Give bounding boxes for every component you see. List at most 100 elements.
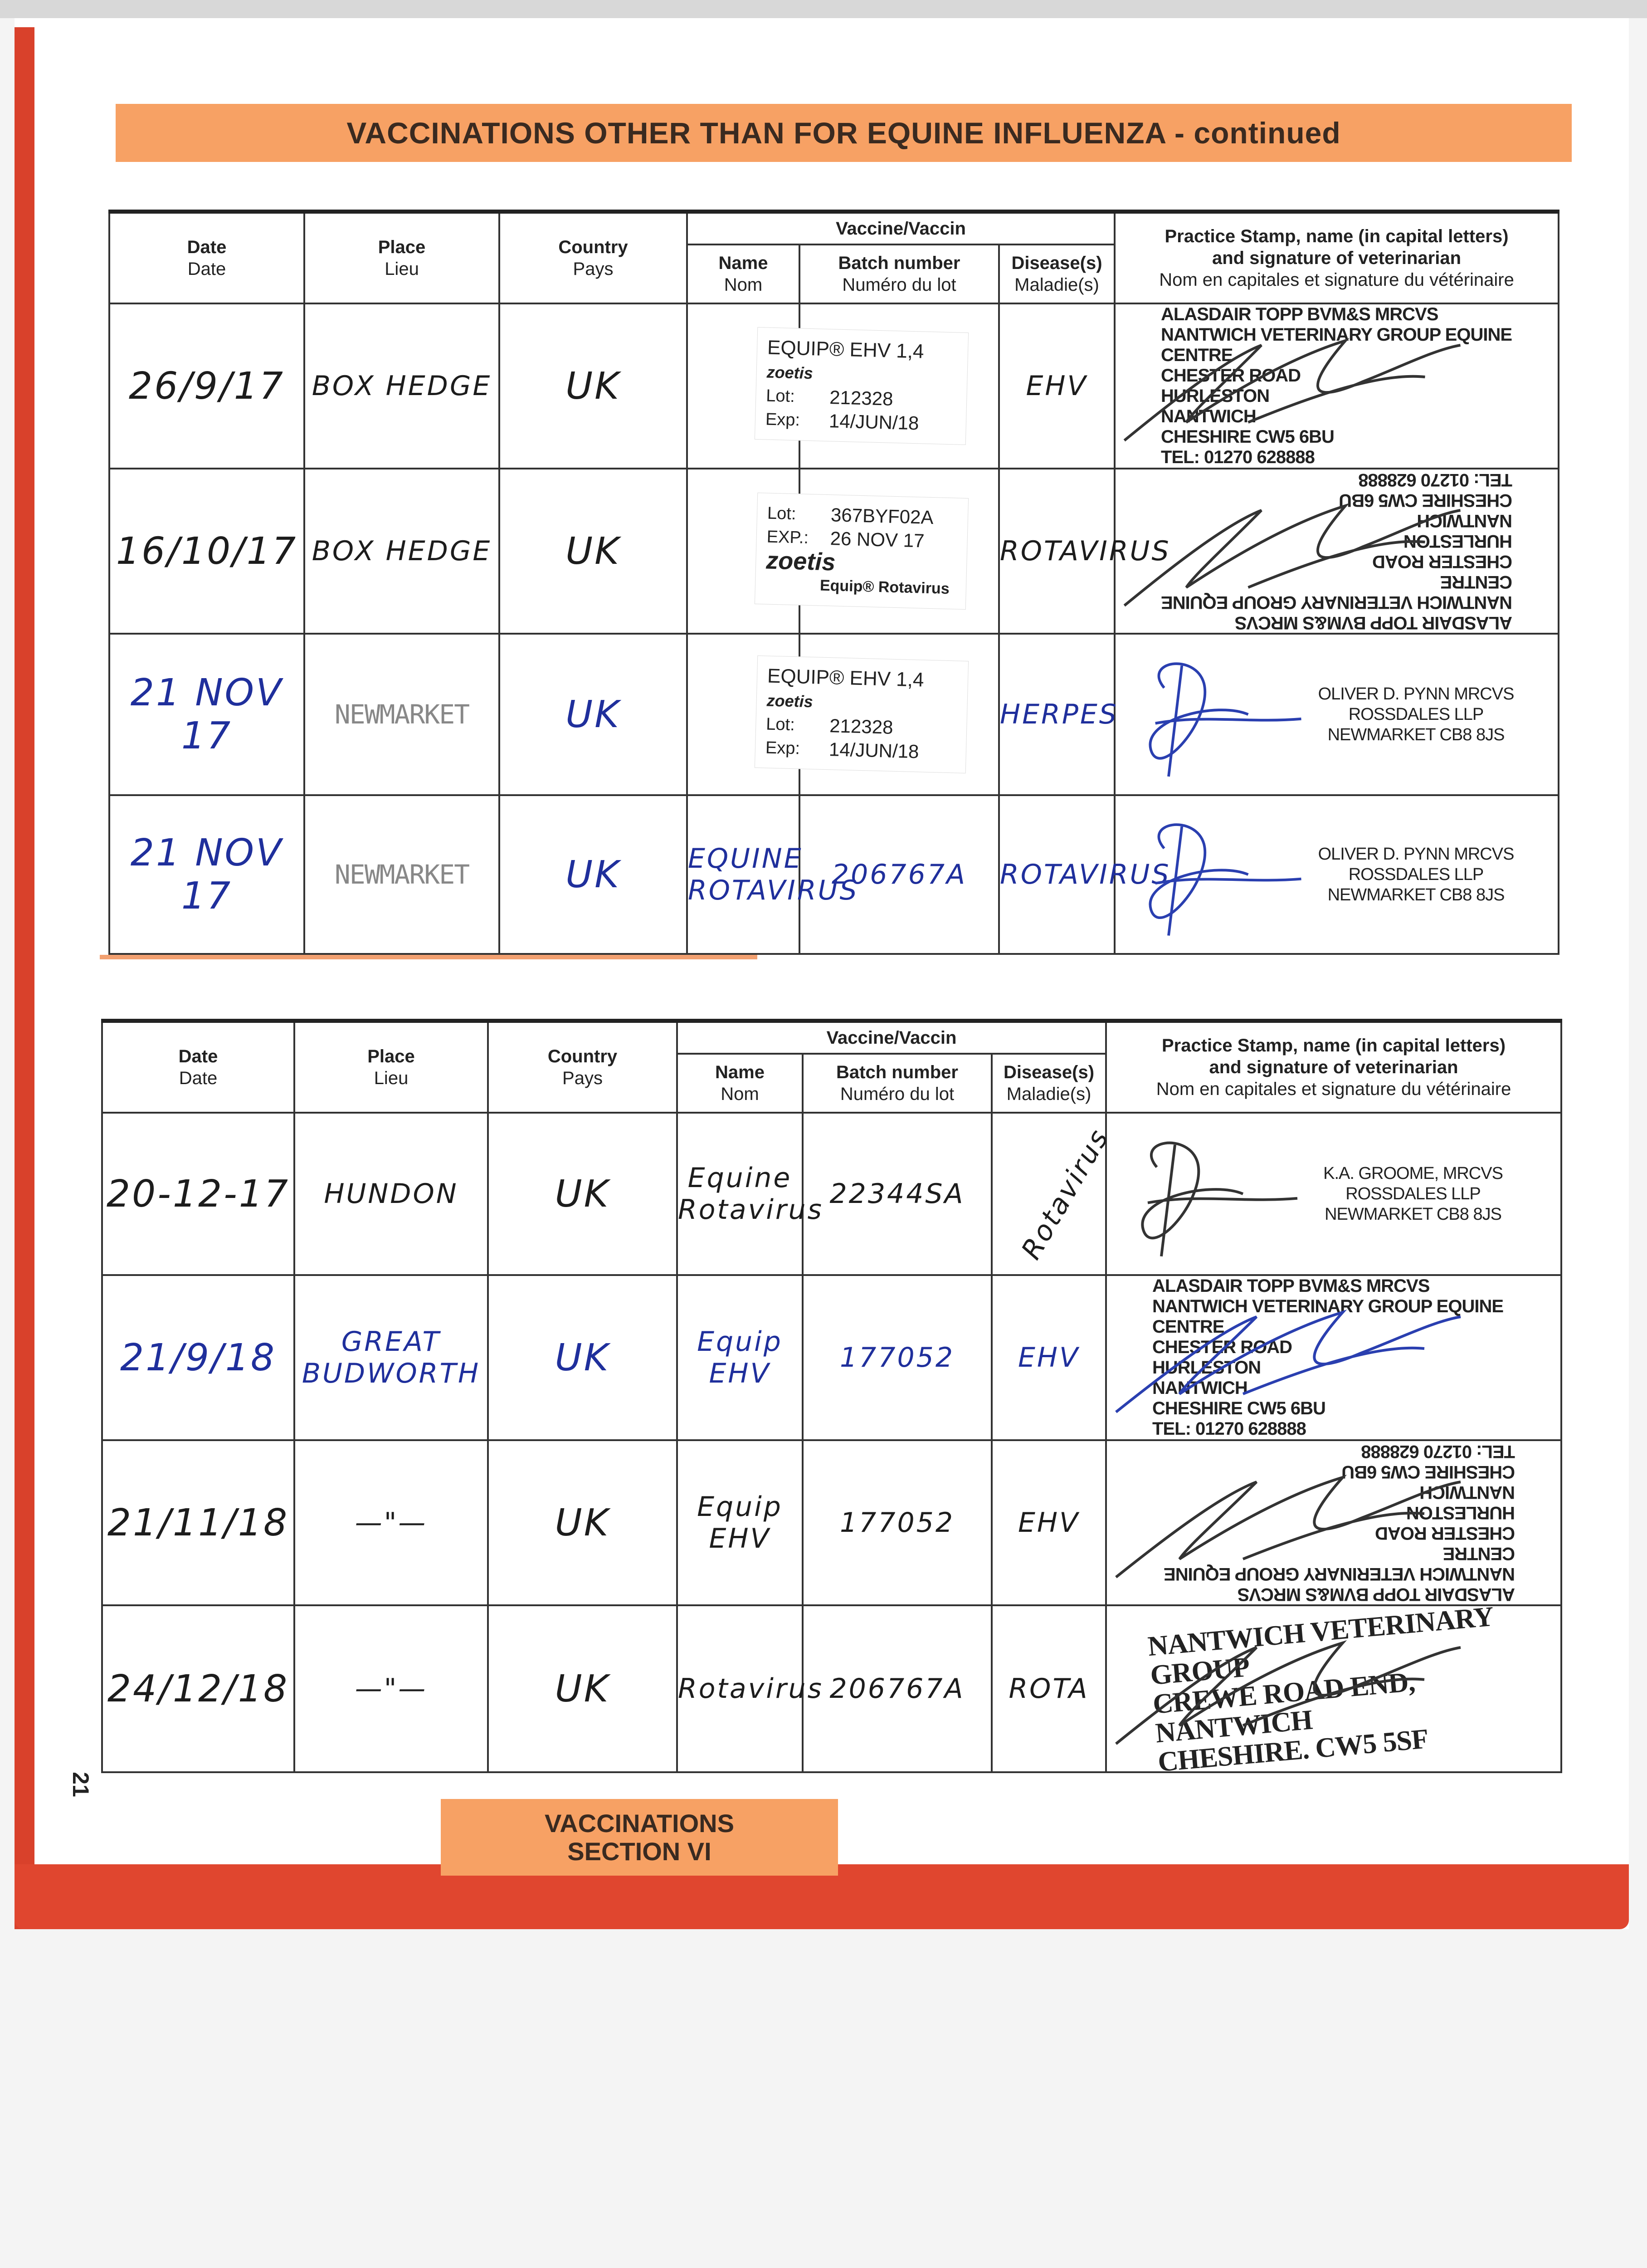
- vaccine-name-value: Equip EHV: [697, 1326, 783, 1389]
- exp-label: Exp:: [765, 410, 800, 430]
- stamp-line: NEWMARKET CB8 8JS: [1327, 725, 1505, 744]
- batch-value: 177052: [839, 1342, 955, 1374]
- cell-place: —"—: [293, 1439, 489, 1606]
- disease-value: ROTA: [1009, 1673, 1089, 1705]
- country-value: UK: [555, 1336, 610, 1379]
- table-row: 16/10/17 BOX HEDGE UK Lot: 367BYF02A EXP.: 26 …: [108, 468, 1560, 635]
- cell-date: 20-12-17: [101, 1112, 295, 1276]
- stamp-line: OLIVER D. PYNN MRCVS: [1318, 844, 1515, 864]
- cell-practice-stamp: ALASDAIR TOPP BVM&S MRCVS NANTWICH VETERI…: [1114, 468, 1560, 635]
- practice-stamp: K.A. GROOME, MRCVS ROSSDALES LLP NEWMARKET…: [1107, 1163, 1560, 1225]
- cell-disease: EHV: [990, 1274, 1107, 1441]
- sticker-product: EQUIP® EHV 1,4: [767, 665, 925, 691]
- zoetis-logo: zoetis: [765, 547, 836, 576]
- header-place: Place Lieu: [303, 210, 500, 304]
- cell-country: UK: [487, 1112, 678, 1276]
- batch-value: 206767A: [831, 859, 967, 890]
- cell-disease: ROTA: [990, 1604, 1107, 1773]
- stamp-line: NANTWICH VETERINARY GROUP EQUINE CENTRE: [1164, 1544, 1515, 1584]
- stamp-line: OLIVER D. PYNN MRCVS: [1318, 684, 1515, 704]
- date-value: 20-12-17: [106, 1172, 290, 1216]
- vaccination-table-bottom: Date Date Place Lieu Country Pays Vaccine/V…: [101, 1019, 1563, 1778]
- stamp-line: TEL: 01270 628888: [1361, 1442, 1515, 1461]
- stamp-line: HURLESTON: [1406, 1503, 1515, 1523]
- cell-practice-stamp: NANTWICH VETERINARY GROUP CREWE ROAD END,…: [1105, 1601, 1563, 1778]
- stamp-line: HURLESTON: [1161, 386, 1270, 406]
- cell-country: UK: [487, 1604, 678, 1773]
- country-value: UK: [565, 853, 621, 896]
- stamp-line: ALASDAIR TOPP BVM&S MRCVS: [1238, 1584, 1515, 1604]
- place-value: —"—: [355, 1507, 428, 1539]
- cell-vaccine-name: Equip EHV: [676, 1439, 804, 1606]
- stamp-line: ROSSDALES LLP: [1348, 865, 1484, 884]
- date-value: 26/9/17: [128, 364, 285, 408]
- header-name: Name Nom: [686, 244, 800, 304]
- exp-label: Exp:: [765, 738, 800, 758]
- cell-place: HUNDON: [293, 1112, 489, 1276]
- date-value: 21/11/18: [107, 1501, 289, 1545]
- cell-place: BOX HEDGE: [303, 468, 500, 635]
- header-date: Date Date: [108, 210, 305, 304]
- header-country: Country Pays: [498, 210, 688, 304]
- table-row: 21/9/18 GREAT BUDWORTH UK Equip EHV 177052 EH…: [101, 1274, 1563, 1441]
- disease-value: Rotavirus: [1015, 1123, 1116, 1265]
- header-practice-stamp: Practice Stamp, name (in capital letters…: [1105, 1019, 1563, 1114]
- cell-vaccine-name: Rotavirus: [676, 1604, 822, 1773]
- practice-stamp: NANTWICH VETERINARY GROUP CREWE ROAD END,…: [1101, 1597, 1566, 1781]
- batch-value: 177052: [839, 1507, 955, 1539]
- cell-batch: 206767A: [799, 794, 1000, 955]
- stamp-line: NEWMARKET CB8 8JS: [1327, 885, 1505, 904]
- lot-label: Lot:: [765, 714, 795, 735]
- vaccine-label-sticker: EQUIP® EHV 1,4 zoetis Lot: 212328 Exp: 14/JU…: [754, 655, 969, 774]
- stamp-line: TEL: 01270 628888: [1161, 447, 1315, 467]
- cell-country: UK: [487, 1274, 678, 1441]
- cell-vaccine-name: Equine Rotavirus: [676, 1112, 822, 1276]
- cell-country: UK: [498, 633, 688, 796]
- header-name: Name Nom: [676, 1053, 804, 1114]
- table-header: Date Date Place Lieu Country Pays Vaccine/V…: [108, 210, 1560, 304]
- cell-vaccine-name: Equip EHV: [676, 1274, 804, 1441]
- stamp-line: CHESHIRE CW5 6BU: [1342, 1462, 1515, 1482]
- exp-value: 14/JUN/18: [828, 410, 919, 434]
- cell-date: 26/9/17: [108, 303, 305, 469]
- cell-vaccine-name: EQUIP® EHV 1,4 zoetis Lot: 212328 Exp: 14/JU…: [686, 303, 969, 469]
- lot-value: 367BYF02A: [830, 504, 934, 528]
- header-date: Date Date: [101, 1019, 295, 1114]
- vaccine-name-value: Rotavirus: [678, 1673, 824, 1705]
- cell-date: 21 NOV 17: [108, 794, 305, 955]
- table-header: Date Date Place Lieu Country Pays Vaccine/V…: [101, 1019, 1563, 1114]
- table-body: 20-12-17 HUNDON UK Equine Rotavirus 22344SA R…: [101, 1112, 1563, 1778]
- stamp-line: TEL: 01270 628888: [1359, 470, 1513, 490]
- stamp-line: HURLESTON: [1403, 531, 1513, 551]
- scan-edge: [0, 0, 1647, 18]
- practice-stamp: ALASDAIR TOPP BVM&S MRCVS NANTWICH VETERI…: [1107, 1276, 1560, 1439]
- section-tab: VACCINATIONS SECTION VI: [441, 1799, 838, 1876]
- stamp-line: ALASDAIR TOPP BVM&S MRCVS: [1161, 304, 1438, 324]
- sticker-title: EQUIP® EHV 1,4 zoetis: [766, 665, 958, 718]
- cell-disease: ROTAVIRUS: [998, 468, 1169, 635]
- table-row: 21 NOV 17 NEWMARKET UK EQUINE ROTAVIRUS 2067…: [108, 794, 1560, 955]
- lot-label: Lot:: [765, 386, 795, 406]
- place-value: BOX HEDGE: [312, 535, 492, 567]
- cell-country: UK: [498, 794, 688, 955]
- stamp-line: NANTWICH: [1420, 1482, 1515, 1502]
- stamp-line: NANTWICH VETERINARY GROUP EQUINE CENTRE: [1161, 325, 1512, 365]
- stamp-line: NANTWICH: [1161, 406, 1257, 426]
- stamp-line: ALASDAIR TOPP BVM&S MRCVS: [1235, 613, 1513, 633]
- cell-place: NEWMARKET: [303, 794, 500, 955]
- cell-date: 21 NOV 17: [108, 633, 305, 796]
- stamp-line: ROSSDALES LLP: [1345, 1184, 1481, 1203]
- cell-disease: Rotavirus: [990, 1112, 1116, 1276]
- stamp-line: CHESTER ROAD: [1372, 552, 1513, 572]
- disease-value: EHV: [1018, 1507, 1080, 1539]
- header-batch: Batch number Numéro du lot: [799, 244, 1000, 304]
- stamp-line: CHESTER ROAD: [1161, 366, 1301, 386]
- stamp-line: HURLESTON: [1152, 1358, 1261, 1378]
- disease-value: EHV: [1026, 370, 1088, 402]
- header-place: Place Lieu: [293, 1019, 489, 1114]
- stamp-line: ALASDAIR TOPP BVM&S MRCVS: [1152, 1276, 1430, 1296]
- page-banner: VACCINATIONS OTHER THAN FOR EQUINE INFLU…: [116, 104, 1572, 162]
- page-number: 21: [68, 1772, 93, 1797]
- exp-label: EXP.:: [766, 527, 809, 547]
- practice-stamp: ALASDAIR TOPP BVM&S MRCVS NANTWICH VETERI…: [1116, 469, 1558, 633]
